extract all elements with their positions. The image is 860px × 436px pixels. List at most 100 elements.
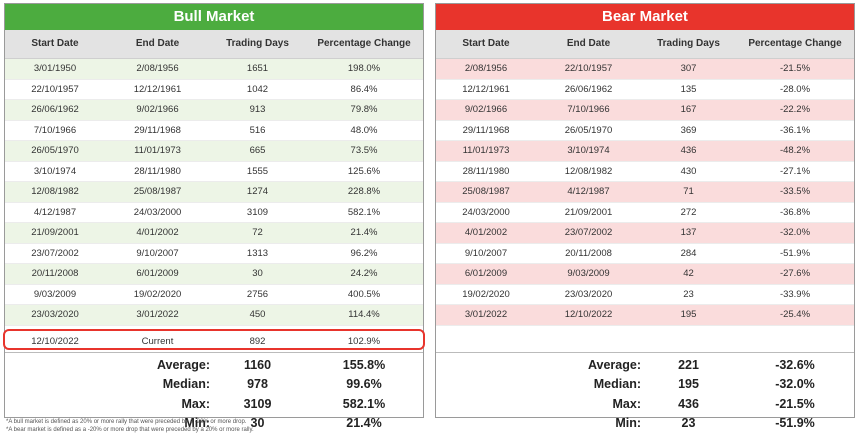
cell-trading-days: 195 (680, 309, 697, 320)
header-start-date: Start Date (462, 38, 510, 49)
stat-row: Average: 221 -32.6% (436, 356, 854, 376)
header-percentage-change: Percentage Change (748, 38, 842, 49)
stat-percentage-change: -32.6% (775, 357, 815, 372)
cell-start-date: 22/10/1957 (31, 83, 79, 95)
cell-trading-days: 307 (680, 63, 697, 74)
cell-trading-days: 516 (249, 124, 266, 136)
cell-start-date: 25/08/1987 (462, 186, 510, 197)
cell-percentage-change: -51.9% (779, 247, 811, 259)
header-percentage-change: Percentage Change (317, 38, 411, 49)
stat-row: Min: 23 -51.9% (436, 414, 854, 434)
stat-row: Average: 1160 155.8% (5, 356, 423, 376)
cell-trading-days: 1555 (246, 165, 269, 177)
table-row: 28/11/1980 12/08/1982 430 -27.1% (436, 162, 854, 182)
stat-trading-days: 978 (247, 377, 268, 391)
table-row: 12/12/1961 26/06/1962 135 -28.0% (436, 80, 854, 100)
blank-row (436, 329, 854, 350)
cell-start-date: 28/11/1980 (462, 165, 510, 177)
cell-start-date: 4/12/1987 (33, 206, 77, 218)
stat-label: Max: (612, 396, 641, 411)
table-row: 3/01/1950 2/08/1956 1651 198.0% (5, 59, 423, 80)
cell-percentage-change: -22.2% (779, 104, 811, 115)
current-row-highlight: 12/10/2022 Current 892 102.9% (3, 328, 425, 350)
cell-start-date: 3/01/2022 (464, 309, 508, 320)
cell-percentage-change: 582.1% (347, 206, 381, 218)
cell-percentage-change: 228.8% (347, 186, 381, 197)
table-row: 7/10/1966 29/11/1968 516 48.0% (5, 121, 423, 141)
table-row: 29/11/1968 26/05/1970 369 -36.1% (436, 121, 854, 141)
stat-label: Median: (593, 377, 641, 391)
cell-percentage-change: -36.1% (779, 124, 811, 136)
table-row: 23/07/2002 9/10/2007 1313 96.2% (5, 244, 423, 264)
cell-percentage-change: -36.8% (779, 206, 811, 218)
cell-end-date: 2/08/1956 (136, 63, 179, 74)
cell-percentage-change: -25.4% (779, 309, 811, 320)
cell-start-date: 19/02/2020 (462, 288, 510, 300)
cell-end-date: 23/07/2002 (564, 227, 613, 238)
footnote-bull: *A bull market is defined as 20% or more… (6, 419, 247, 425)
cell-percentage-change: 86.4% (350, 83, 378, 95)
cell-percentage-change: -21.5% (779, 63, 811, 74)
cell-end-date: 9/03/2009 (567, 268, 610, 279)
stat-trading-days: 30 (250, 416, 265, 430)
cell-end-date: 22/10/1957 (564, 63, 613, 74)
cell-start-date: 21/09/2001 (31, 227, 79, 238)
footnote-bear: *A bear market is defined as a -20% or m… (6, 427, 254, 433)
table-row: 6/01/2009 9/03/2009 42 -27.6% (436, 264, 854, 285)
cell-start-date: 12/12/1961 (462, 83, 510, 95)
cell-start-date: 29/11/1968 (462, 124, 510, 136)
stat-row: Median: 195 -32.0% (436, 375, 854, 395)
stat-row: Median: 978 99.6% (5, 375, 423, 395)
cell-percentage-change: 48.0% (350, 124, 378, 136)
cell-percentage-change: -33.5% (779, 186, 811, 197)
table-row: 11/01/1973 3/10/1974 436 -48.2% (436, 141, 854, 162)
cell-trading-days: 369 (680, 124, 697, 136)
cell-end-date: 29/11/1968 (134, 124, 181, 136)
stat-label: Median: (162, 377, 210, 391)
cell-percentage-change: 125.6% (347, 165, 381, 177)
cell-percentage-change: -27.6% (779, 268, 811, 279)
header-end-date: End Date (566, 38, 611, 49)
cell-percentage-change: 24.2% (350, 268, 378, 279)
cell-trading-days: 913 (249, 104, 266, 115)
stat-label: Average: (156, 357, 210, 372)
stat-percentage-change: -51.9% (775, 416, 815, 430)
current-trading-days: 892 (249, 335, 266, 347)
cell-end-date: 12/12/1961 (133, 83, 182, 95)
table-row: 24/03/2000 21/09/2001 272 -36.8% (436, 203, 854, 223)
cell-trading-days: 272 (680, 206, 697, 218)
stat-label: Min: (615, 416, 641, 430)
cell-percentage-change: 198.0% (347, 63, 381, 74)
cell-start-date: 2/08/1956 (464, 63, 508, 74)
stat-trading-days: 23 (681, 416, 696, 430)
bear-market-panel: Bear Market Start Date End Date Trading … (435, 3, 855, 430)
current-percentage-change: 102.9% (347, 335, 381, 347)
bull-table-header: Start Date End Date Trading Days Percent… (5, 30, 423, 59)
cell-start-date: 20/11/2008 (31, 268, 79, 279)
cell-start-date: 11/01/1973 (462, 145, 510, 156)
cell-start-date: 3/01/1950 (33, 63, 77, 74)
cell-start-date: 3/10/1974 (33, 165, 77, 177)
cell-trading-days: 42 (683, 268, 694, 279)
stat-percentage-change: 21.4% (346, 416, 382, 430)
cell-end-date: 28/11/1980 (134, 165, 181, 177)
cell-end-date: 25/08/1987 (133, 186, 182, 197)
table-row: 19/02/2020 23/03/2020 23 -33.9% (436, 285, 854, 305)
cell-percentage-change: -48.2% (779, 145, 811, 156)
cell-trading-days: 71 (683, 186, 694, 197)
stat-row: Min: 30 21.4% (5, 414, 423, 434)
cell-trading-days: 665 (249, 145, 266, 156)
cell-trading-days: 1651 (246, 63, 269, 74)
stat-row: Max: 436 -21.5% (436, 395, 854, 415)
cell-percentage-change: -32.0% (779, 227, 811, 238)
cell-end-date: 11/01/1973 (134, 145, 181, 156)
bear-table-header: Start Date End Date Trading Days Percent… (436, 30, 854, 59)
cell-trading-days: 1274 (246, 186, 269, 197)
cell-end-date: 6/01/2009 (136, 268, 179, 279)
table-row: 21/09/2001 4/01/2002 72 21.4% (5, 223, 423, 244)
cell-trading-days: 436 (680, 145, 697, 156)
stat-label: Average: (587, 357, 641, 372)
stats-divider (5, 351, 423, 353)
table-row: 26/06/1962 9/02/1966 913 79.8% (5, 100, 423, 121)
cell-start-date: 9/10/2007 (464, 247, 508, 259)
